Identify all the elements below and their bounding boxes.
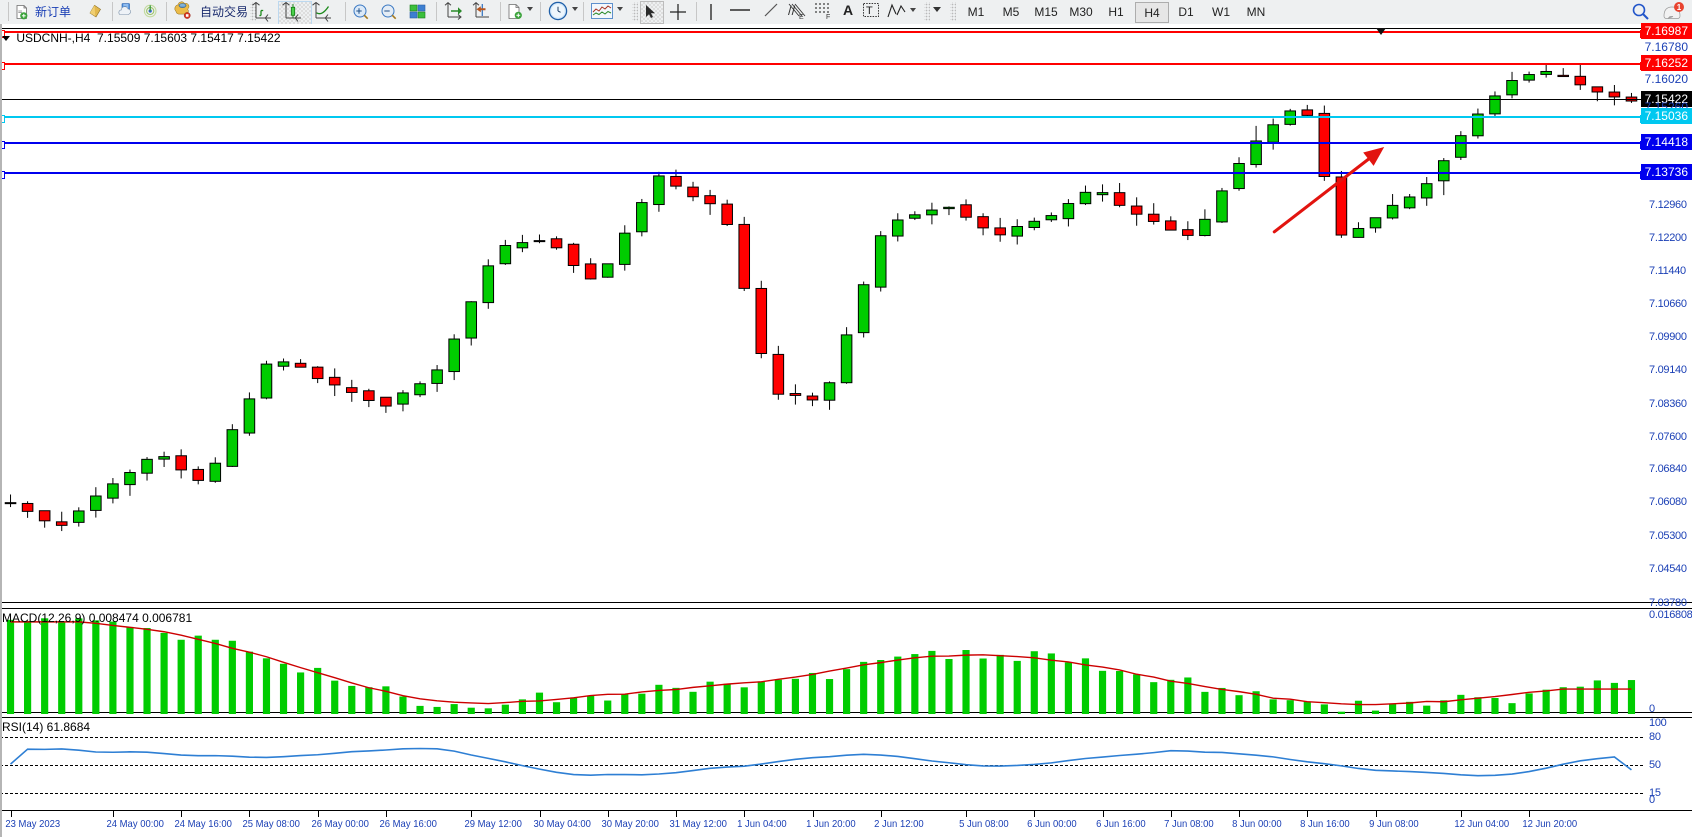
svg-text:A: A — [843, 3, 853, 18]
svg-text:F: F — [826, 14, 830, 19]
svg-text:E: E — [799, 14, 804, 20]
svg-text:T: T — [866, 5, 873, 17]
svg-text:1: 1 — [1677, 3, 1682, 12]
